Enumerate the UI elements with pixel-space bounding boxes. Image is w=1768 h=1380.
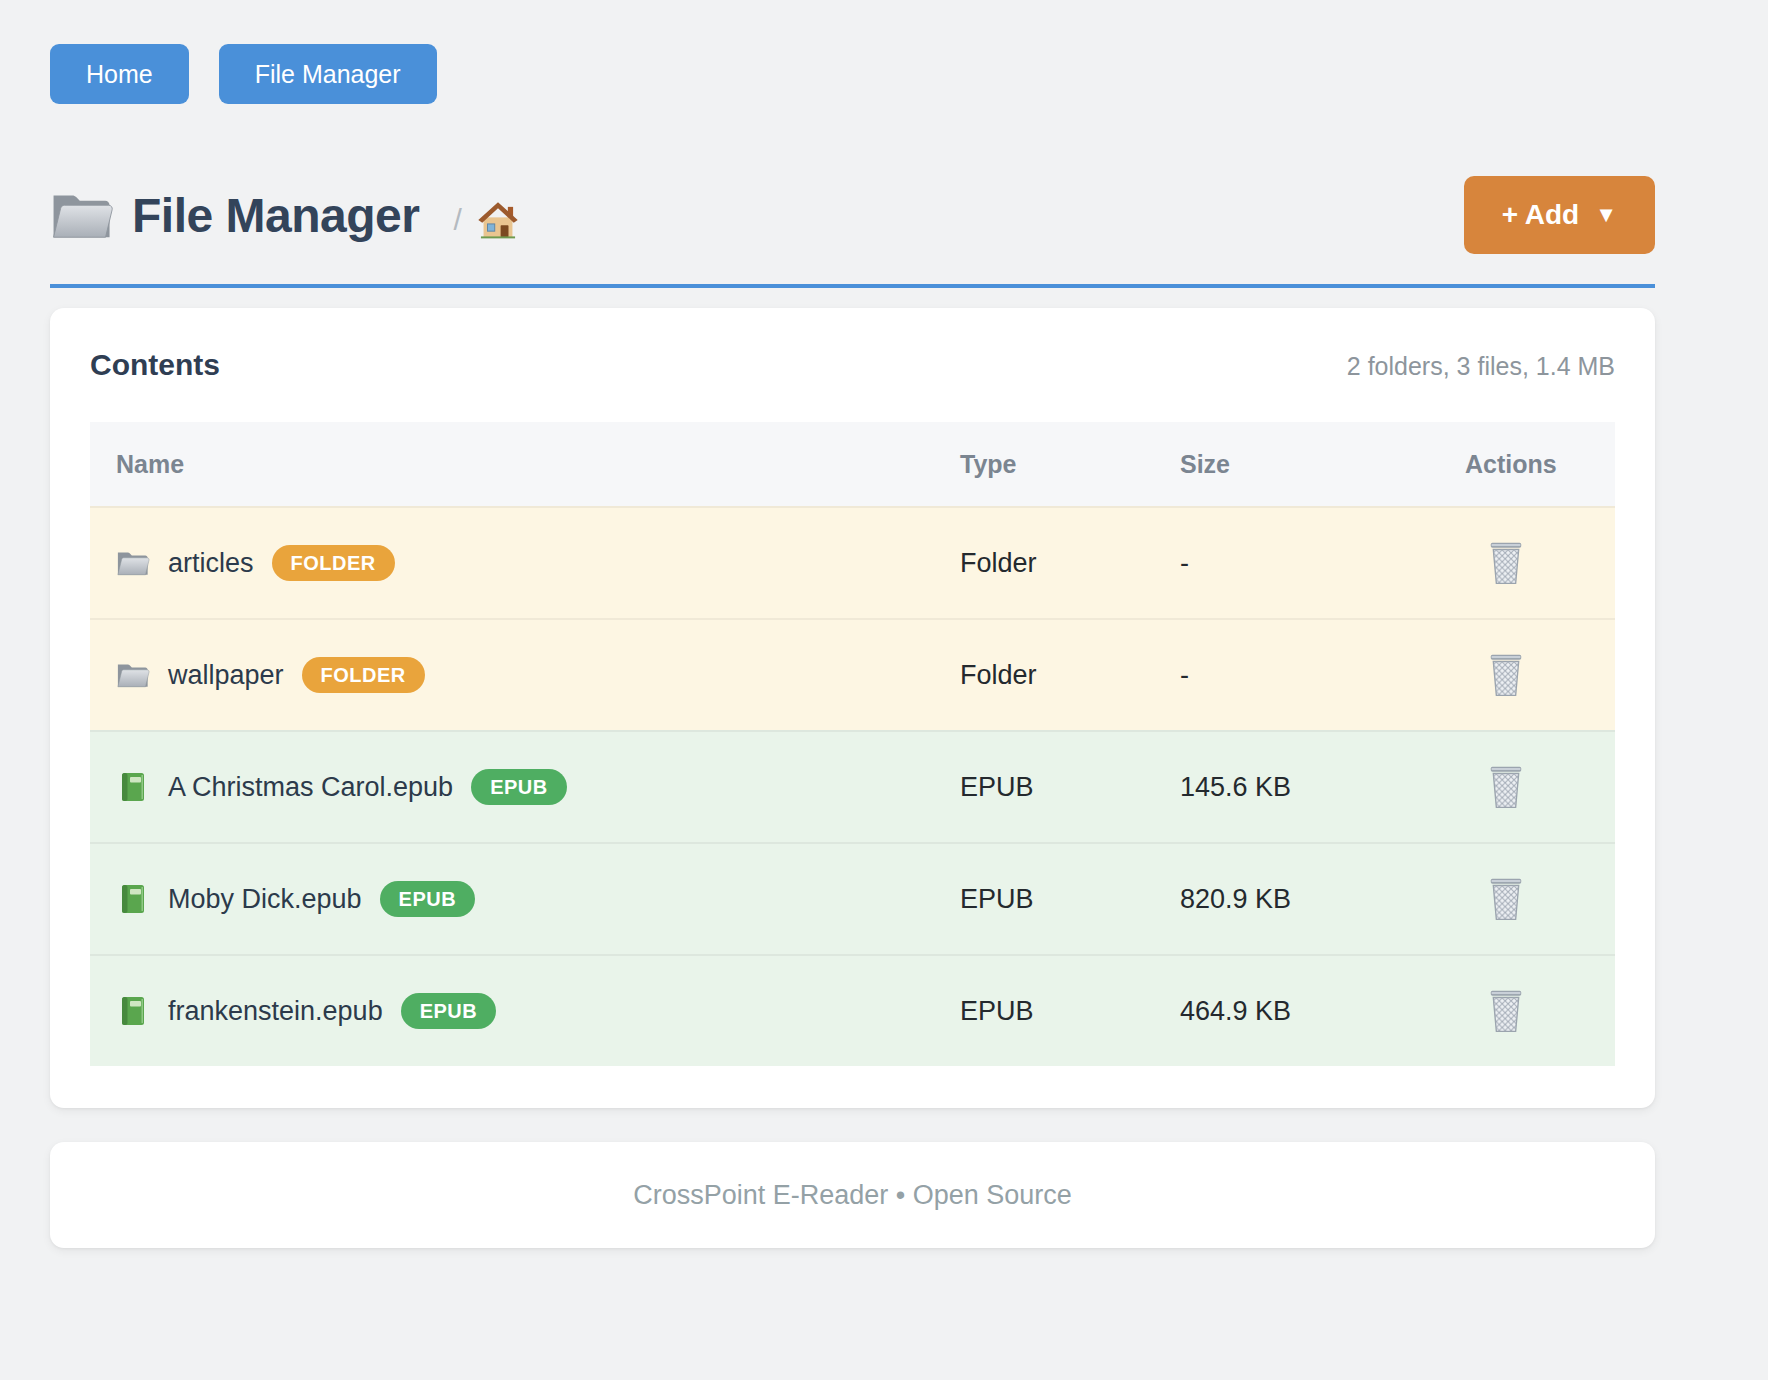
file-size: 820.9 KB — [1180, 884, 1465, 915]
files-table: Name Type Size Actions articles FOLDER F… — [90, 422, 1615, 1066]
file-actions-cell — [1465, 985, 1615, 1037]
table-row: wallpaper FOLDER Folder - — [90, 618, 1615, 730]
book-icon — [116, 995, 150, 1027]
folder-icon — [116, 659, 150, 691]
book-icon — [116, 883, 150, 915]
nav-button-file-manager[interactable]: File Manager — [219, 44, 437, 104]
contents-card: Contents 2 folders, 3 files, 1.4 MB Name… — [50, 308, 1655, 1108]
contents-summary: 2 folders, 3 files, 1.4 MB — [1347, 352, 1615, 381]
file-type-badge: EPUB — [401, 993, 497, 1029]
file-type-badge: EPUB — [380, 881, 476, 917]
table-body: articles FOLDER Folder - wallpaper FOLDE… — [90, 506, 1615, 1066]
book-icon — [116, 771, 150, 803]
page-title: File Manager — [132, 188, 419, 243]
file-name-link[interactable]: articles — [168, 548, 254, 579]
file-type: Folder — [960, 660, 1180, 691]
file-actions-cell — [1465, 537, 1615, 589]
file-name-link[interactable]: Moby Dick.epub — [168, 884, 362, 915]
title-group: File Manager / — [50, 186, 520, 244]
file-actions-cell — [1465, 873, 1615, 925]
table-row: Moby Dick.epub EPUB EPUB 820.9 KB — [90, 842, 1615, 954]
file-size: 145.6 KB — [1180, 772, 1465, 803]
file-name-cell: wallpaper FOLDER — [90, 657, 960, 693]
nav-button-home[interactable]: Home — [50, 44, 189, 104]
file-actions-cell — [1465, 761, 1615, 813]
add-button[interactable]: + Add ▼ — [1464, 176, 1655, 254]
file-type-badge: FOLDER — [302, 657, 425, 693]
file-type-badge: FOLDER — [272, 545, 395, 581]
trash-icon — [1487, 653, 1525, 697]
breadcrumb: / — [453, 199, 519, 241]
file-type: EPUB — [960, 772, 1180, 803]
trash-icon — [1487, 877, 1525, 921]
chevron-down-icon: ▼ — [1595, 202, 1617, 228]
delete-button[interactable] — [1483, 649, 1529, 701]
breadcrumb-separator: / — [453, 203, 461, 237]
file-size: - — [1180, 548, 1465, 579]
file-name-cell: Moby Dick.epub EPUB — [90, 881, 960, 917]
delete-button[interactable] — [1483, 985, 1529, 1037]
file-type: EPUB — [960, 996, 1180, 1027]
file-type-badge: EPUB — [471, 769, 567, 805]
column-header-size: Size — [1180, 450, 1465, 479]
top-nav: Home File Manager — [50, 44, 1655, 104]
file-name-cell: frankenstein.epub EPUB — [90, 993, 960, 1029]
delete-button[interactable] — [1483, 873, 1529, 925]
title-divider — [50, 284, 1655, 288]
file-name-cell: articles FOLDER — [90, 545, 960, 581]
home-icon[interactable] — [476, 199, 520, 241]
contents-title: Contents — [90, 348, 220, 382]
table-row: frankenstein.epub EPUB EPUB 464.9 KB — [90, 954, 1615, 1066]
file-size: - — [1180, 660, 1465, 691]
trash-icon — [1487, 541, 1525, 585]
folder-icon — [50, 186, 114, 244]
contents-header: Contents 2 folders, 3 files, 1.4 MB — [90, 348, 1615, 392]
file-type: EPUB — [960, 884, 1180, 915]
file-name-cell: A Christmas Carol.epub EPUB — [90, 769, 960, 805]
column-header-type: Type — [960, 450, 1180, 479]
add-button-label: + Add — [1502, 199, 1580, 231]
column-header-actions: Actions — [1465, 450, 1615, 479]
page-header: File Manager / + Add ▼ — [50, 176, 1655, 254]
file-size: 464.9 KB — [1180, 996, 1465, 1027]
file-name-link[interactable]: wallpaper — [168, 660, 284, 691]
footer-text: CrossPoint E-Reader • Open Source — [633, 1180, 1072, 1211]
table-row: articles FOLDER Folder - — [90, 506, 1615, 618]
trash-icon — [1487, 765, 1525, 809]
file-name-link[interactable]: A Christmas Carol.epub — [168, 772, 453, 803]
trash-icon — [1487, 989, 1525, 1033]
file-name-link[interactable]: frankenstein.epub — [168, 996, 383, 1027]
column-header-name: Name — [90, 450, 960, 479]
table-header-row: Name Type Size Actions — [90, 422, 1615, 506]
delete-button[interactable] — [1483, 537, 1529, 589]
table-row: A Christmas Carol.epub EPUB EPUB 145.6 K… — [90, 730, 1615, 842]
page: Home File Manager File Manager / + Add ▼… — [50, 0, 1655, 1248]
footer-card: CrossPoint E-Reader • Open Source — [50, 1142, 1655, 1248]
file-type: Folder — [960, 548, 1180, 579]
file-actions-cell — [1465, 649, 1615, 701]
folder-icon — [116, 547, 150, 579]
delete-button[interactable] — [1483, 761, 1529, 813]
